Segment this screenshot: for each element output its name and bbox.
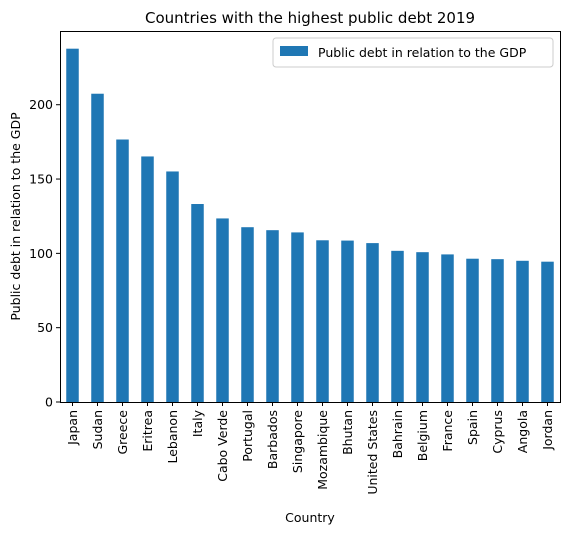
bar-belgium xyxy=(416,252,429,402)
bar-mozambique xyxy=(316,240,329,402)
y-axis-title: Public debt in relation to the GDP xyxy=(8,112,23,321)
legend-box xyxy=(272,37,554,68)
x-tick-label: Lebanon xyxy=(165,410,180,464)
bar-japan xyxy=(66,48,79,403)
x-tick-label: Barbados xyxy=(265,410,280,469)
x-tick-label: Spain xyxy=(465,410,480,445)
bar-angola xyxy=(516,260,529,402)
x-tick-label: Mozambique xyxy=(315,410,330,490)
bar-barbados xyxy=(266,230,279,402)
x-tick-label: Portugal xyxy=(240,410,255,462)
x-axis-title: Country xyxy=(285,510,335,525)
chart-title: Countries with the highest public debt 2… xyxy=(145,9,475,27)
bar-portugal xyxy=(241,227,254,402)
bar-united-states xyxy=(366,243,379,402)
bar-bahrain xyxy=(391,250,404,402)
plot-frame xyxy=(60,31,561,403)
bar-lebanon xyxy=(166,171,179,402)
y-tick-label: 150 xyxy=(29,172,53,187)
x-tick-label: Singapore xyxy=(290,410,305,473)
bar-italy xyxy=(191,204,204,402)
x-tick-label: Italy xyxy=(190,409,205,437)
x-tick-label: France xyxy=(440,410,455,452)
x-tick-label: Jordan xyxy=(540,410,555,451)
bar-greece xyxy=(116,139,129,402)
bar-bhutan xyxy=(341,240,354,402)
legend: Public debt in relation to the GDP xyxy=(272,37,554,68)
bar-france xyxy=(441,254,454,402)
bar-spain xyxy=(466,258,479,402)
y-tick-label: 100 xyxy=(29,246,53,261)
x-tick-label: Bhutan xyxy=(340,410,355,455)
legend-label: Public debt in relation to the GDP xyxy=(318,45,527,60)
x-tick-label: Greece xyxy=(115,410,130,455)
y-tick-label: 50 xyxy=(37,320,53,335)
x-tick-label: Eritrea xyxy=(140,410,155,452)
x-tick-label: Cyprus xyxy=(490,410,505,454)
bar-cyprus xyxy=(491,259,504,402)
bar-cabo-verde xyxy=(216,218,229,402)
x-axis: Japan Sudan Greece Eritrea Lebanon Italy Cabo … xyxy=(65,402,555,495)
x-tick-label: Bahrain xyxy=(390,410,405,458)
bar-jordan xyxy=(541,261,554,402)
x-tick-label: Cabo Verde xyxy=(215,410,230,482)
x-tick-label: Sudan xyxy=(90,410,105,449)
y-axis: 0 50 100 150 200 xyxy=(29,97,60,410)
x-tick-label: Japan xyxy=(65,410,80,446)
bar-singapore xyxy=(291,232,304,402)
x-tick-label: Angola xyxy=(515,410,530,453)
bars xyxy=(66,48,554,403)
bar-sudan xyxy=(91,93,104,402)
y-tick-label: 200 xyxy=(29,97,53,112)
y-tick-label: 0 xyxy=(45,395,53,410)
x-tick-label: United States xyxy=(365,410,380,495)
legend-swatch xyxy=(280,46,308,56)
x-tick-label: Belgium xyxy=(415,410,430,461)
bar-eritrea xyxy=(141,156,154,402)
